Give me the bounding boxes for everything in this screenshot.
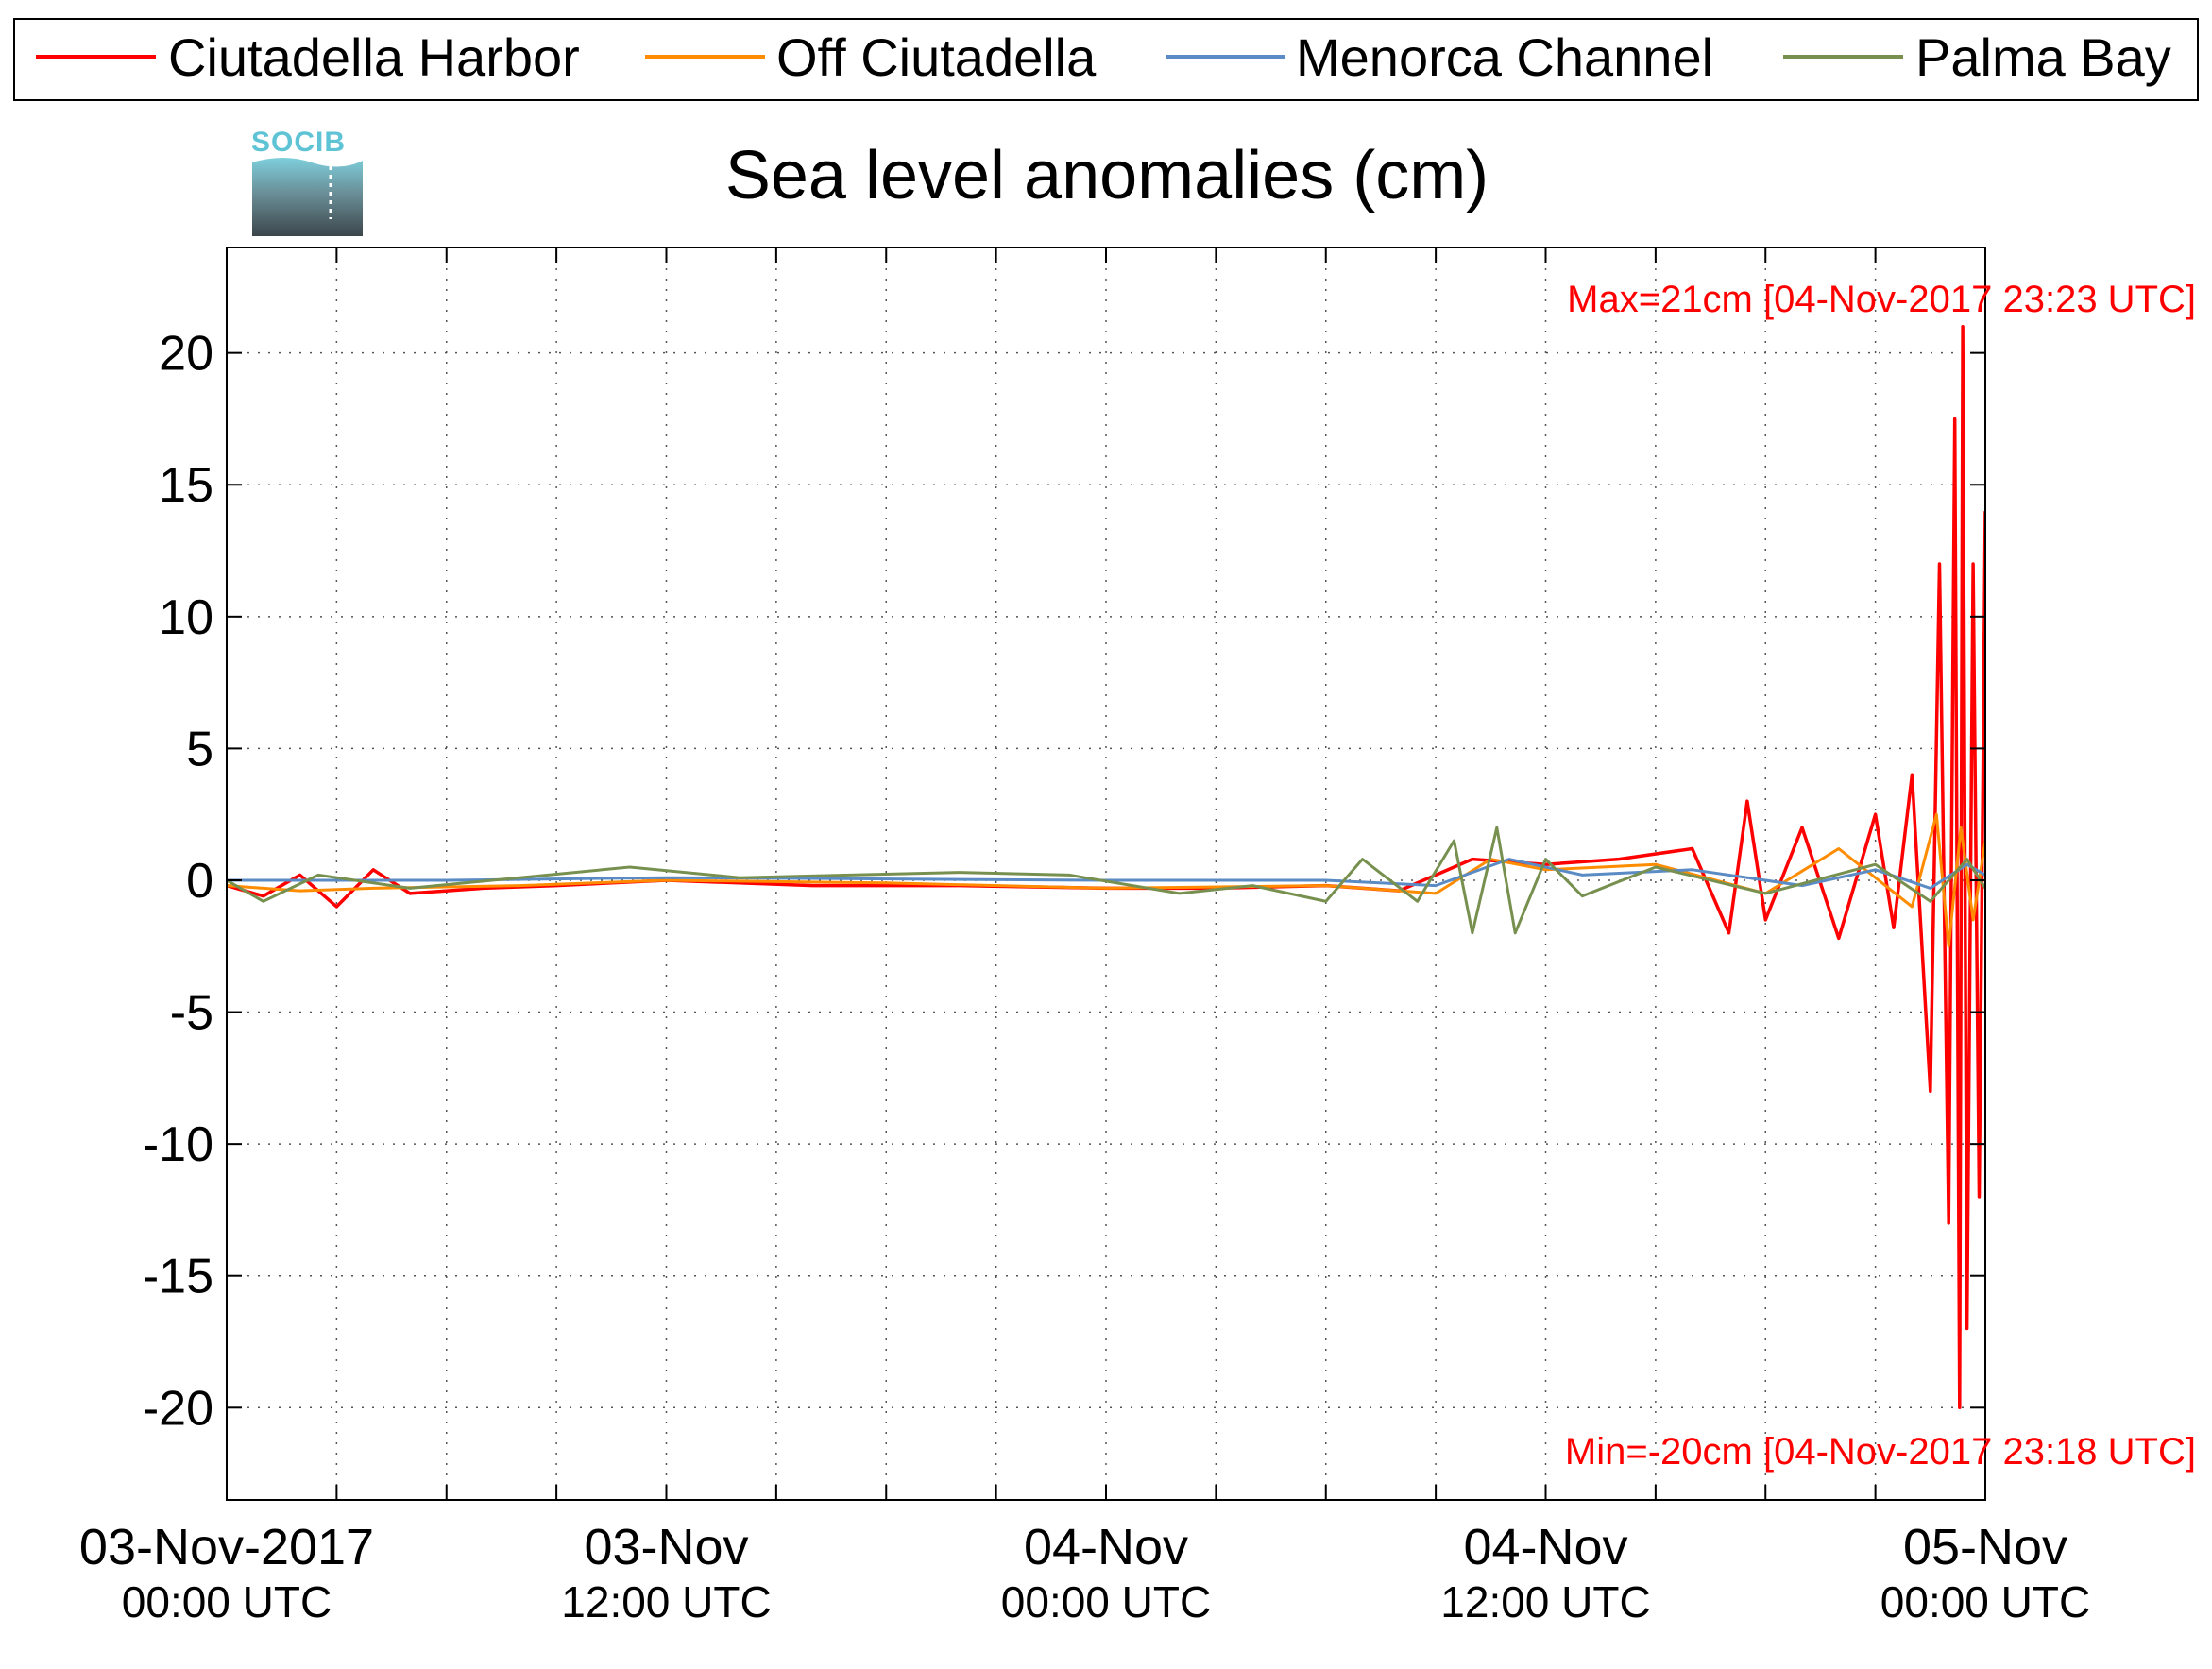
y-tick-label: 10 — [159, 590, 213, 645]
grid — [227, 247, 1985, 1500]
axis-ticks — [227, 247, 1985, 1500]
max-annotation: Max=21cm [04-Nov-2017 23:23 UTC] — [1567, 279, 2196, 320]
y-axis: 20 15 10 5 0 -5 -10 -15 -20 — [143, 327, 213, 1437]
min-annotation: Min=-20cm [04-Nov-2017 23:18 UTC] — [1565, 1431, 2196, 1473]
legend: Ciutadella Harbor Off Ciutadella Menorca… — [13, 18, 2199, 101]
y-tick-label: -5 — [170, 986, 213, 1041]
y-tick-label: 5 — [186, 722, 213, 776]
legend-box — [13, 18, 2199, 101]
logo-text: SOCIB — [251, 127, 346, 158]
legend-label-3: Palma Bay — [1915, 27, 2171, 87]
x-tick-time-label: 00:00 UTC — [1001, 1577, 1211, 1626]
x-tick-time-label: 00:00 UTC — [1880, 1577, 2090, 1626]
y-tick-label: 0 — [186, 854, 213, 909]
series-line-off-ciutadella — [227, 812, 1985, 948]
series-layer — [227, 324, 1985, 1410]
y-tick-label: -20 — [143, 1381, 213, 1436]
series-line-palma-bay — [227, 826, 1985, 935]
legend-label-2: Menorca Channel — [1296, 27, 1713, 87]
x-tick-date-label: 05-Nov — [1903, 1519, 2067, 1575]
socib-logo: SOCIB — [251, 127, 363, 236]
y-tick-label: -10 — [143, 1117, 213, 1172]
y-tick-label: 20 — [159, 327, 213, 382]
x-tick-time-label: 00:00 UTC — [122, 1577, 332, 1626]
y-tick-label: 15 — [159, 458, 213, 513]
legend-label-1: Off Ciutadella — [776, 27, 1097, 87]
series-line-ciutadella-harbor — [227, 324, 1985, 1410]
x-tick-date-label: 03-Nov — [584, 1519, 748, 1575]
chart-title: Sea level anomalies (cm) — [725, 138, 1489, 213]
y-tick-label: -15 — [143, 1250, 213, 1304]
x-tick-time-label: 12:00 UTC — [1440, 1577, 1650, 1626]
x-tick-date-label: 03-Nov-2017 — [79, 1519, 374, 1575]
x-tick-date-label: 04-Nov — [1463, 1519, 1627, 1575]
x-tick-date-label: 04-Nov — [1024, 1519, 1188, 1575]
logo-wave-icon — [252, 158, 363, 236]
legend-label-0: Ciutadella Harbor — [168, 27, 580, 87]
x-tick-time-label: 12:00 UTC — [561, 1577, 771, 1626]
